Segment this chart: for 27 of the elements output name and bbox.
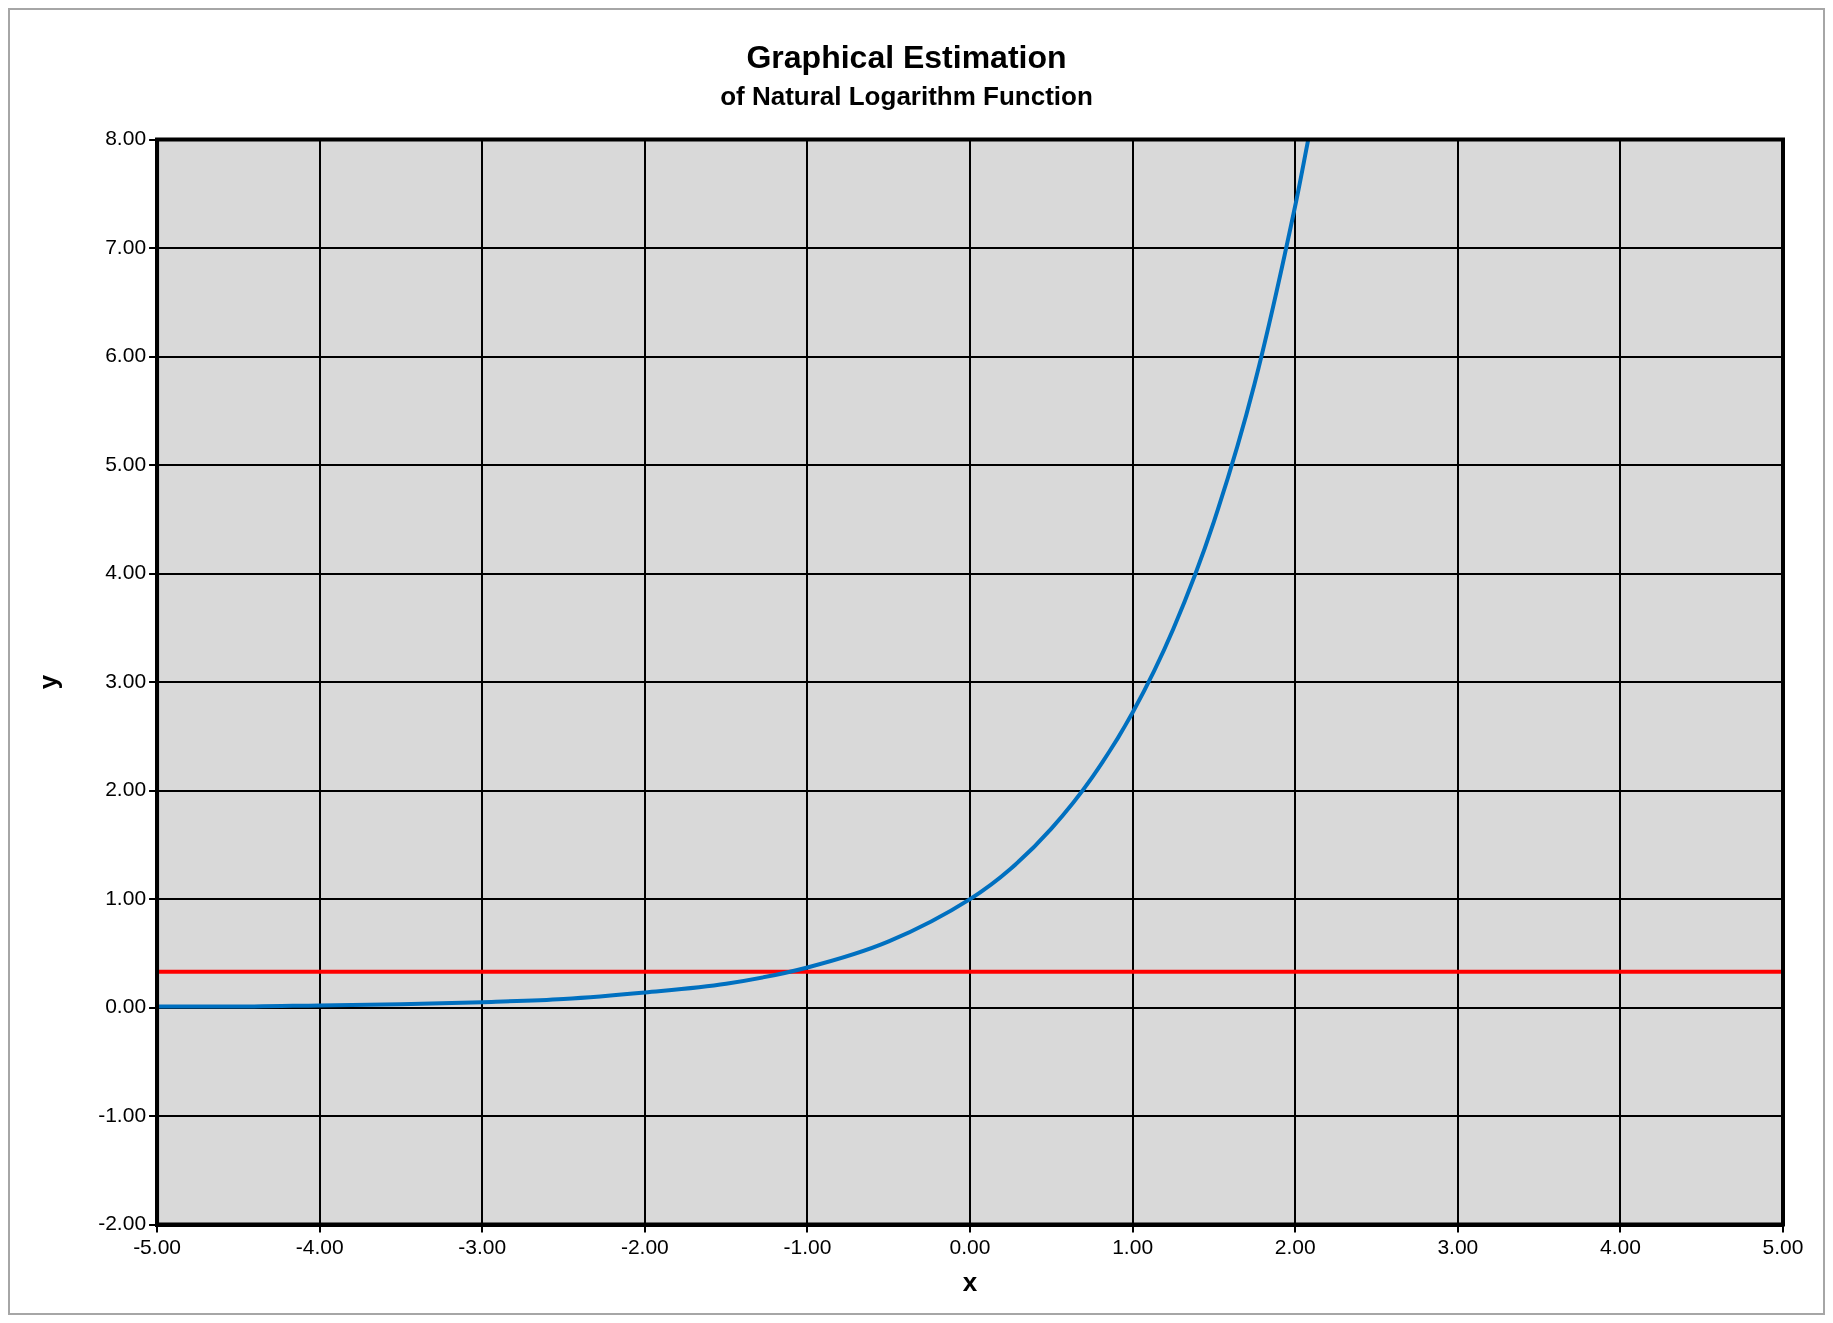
x-tick-label: 0.00 bbox=[949, 1235, 991, 1258]
y-tick-label: 1.00 bbox=[105, 885, 147, 909]
y-tick-label: -1.00 bbox=[98, 1102, 147, 1126]
x-tick-label: 4.00 bbox=[1599, 1235, 1641, 1258]
y-tick-label: 3.00 bbox=[105, 668, 147, 692]
y-tick-label: 8.00 bbox=[105, 126, 147, 150]
y-tick-label: 2.00 bbox=[105, 777, 147, 801]
y-tick-label: 0.00 bbox=[105, 994, 147, 1018]
x-tick-label: -2.00 bbox=[620, 1235, 669, 1258]
x-tick-label: -3.00 bbox=[458, 1235, 507, 1258]
x-tick-label: 5.00 bbox=[1762, 1235, 1804, 1258]
y-tick-label: -2.00 bbox=[98, 1211, 147, 1235]
y-tick-label: 4.00 bbox=[105, 560, 147, 584]
x-tick-label: -1.00 bbox=[783, 1235, 832, 1258]
y-tick-label: 7.00 bbox=[105, 234, 147, 258]
y-axis-title: y bbox=[32, 674, 63, 690]
x-tick-label: -4.00 bbox=[295, 1235, 344, 1258]
y-tick-label: 5.00 bbox=[105, 451, 147, 475]
x-tick-label: 2.00 bbox=[1274, 1235, 1316, 1258]
x-tick-label: -5.00 bbox=[133, 1235, 181, 1258]
chart-subtitle: of Natural Logarithm Function bbox=[720, 81, 1093, 112]
x-axis-title: x bbox=[962, 1266, 978, 1297]
y-tick-label: 6.00 bbox=[105, 343, 147, 367]
line-series bbox=[157, 139, 1311, 1009]
x-tick-label: 1.00 bbox=[1112, 1235, 1154, 1258]
chart-title: Graphical Estimation bbox=[746, 39, 1067, 76]
x-tick-label: 3.00 bbox=[1437, 1235, 1479, 1258]
